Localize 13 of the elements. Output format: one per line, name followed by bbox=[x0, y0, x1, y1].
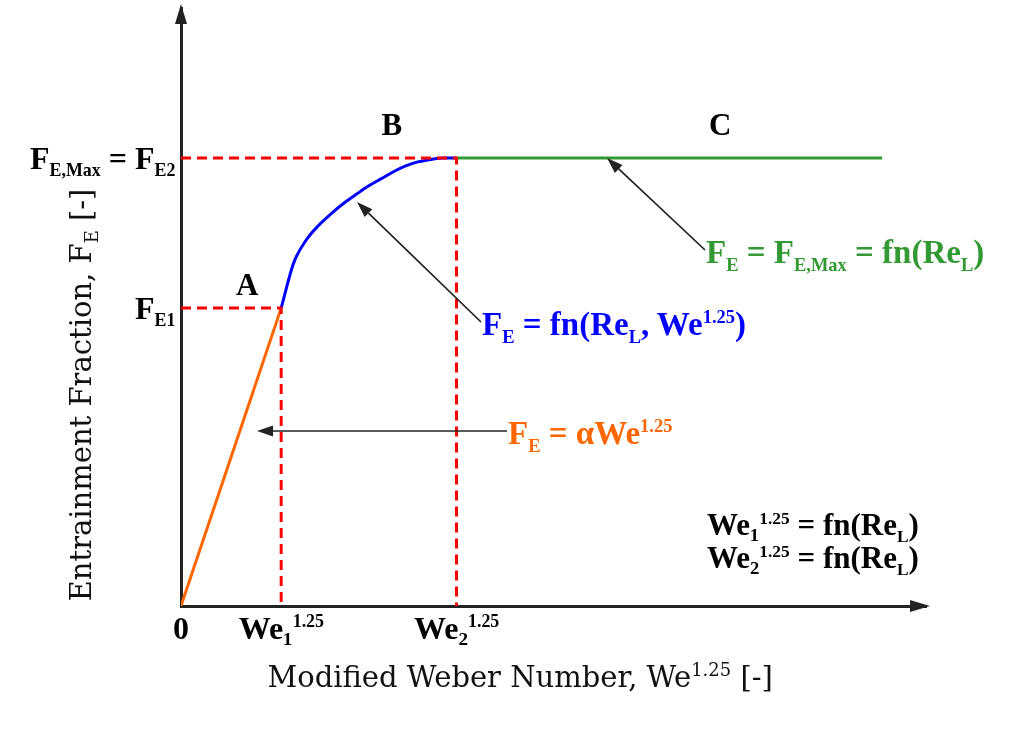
annotation: F$_{E,Max}$ = F$_{E2}$ bbox=[30, 139, 176, 180]
x-tick-label: 0 bbox=[173, 610, 189, 647]
text: C bbox=[709, 107, 732, 143]
x-axis-title: Modified Weber Number, We$^{1.25}$ [-] bbox=[267, 659, 773, 694]
annotation: F$_{E}$ = fn(Re$_{L}$, We$^{1.25}$) bbox=[482, 306, 747, 347]
annotation: We₁$^{1.25}$ = fn(Re$_{L}$) bbox=[707, 507, 919, 547]
x-tick-label: We₂$^{1.25}$ bbox=[413, 610, 500, 647]
annotation: F$_{E}$ = F$_{E,Max}$ = fn(Re$_{L}$) bbox=[706, 234, 985, 275]
x-tick-label: We₁$^{1.25}$ bbox=[238, 610, 325, 647]
annotation: A bbox=[236, 267, 259, 303]
text: B bbox=[381, 107, 403, 143]
annotation: F$_{E1}$ bbox=[135, 289, 176, 330]
annotation: F$_{E}$ = αWe$^{1.25}$ bbox=[508, 415, 673, 456]
